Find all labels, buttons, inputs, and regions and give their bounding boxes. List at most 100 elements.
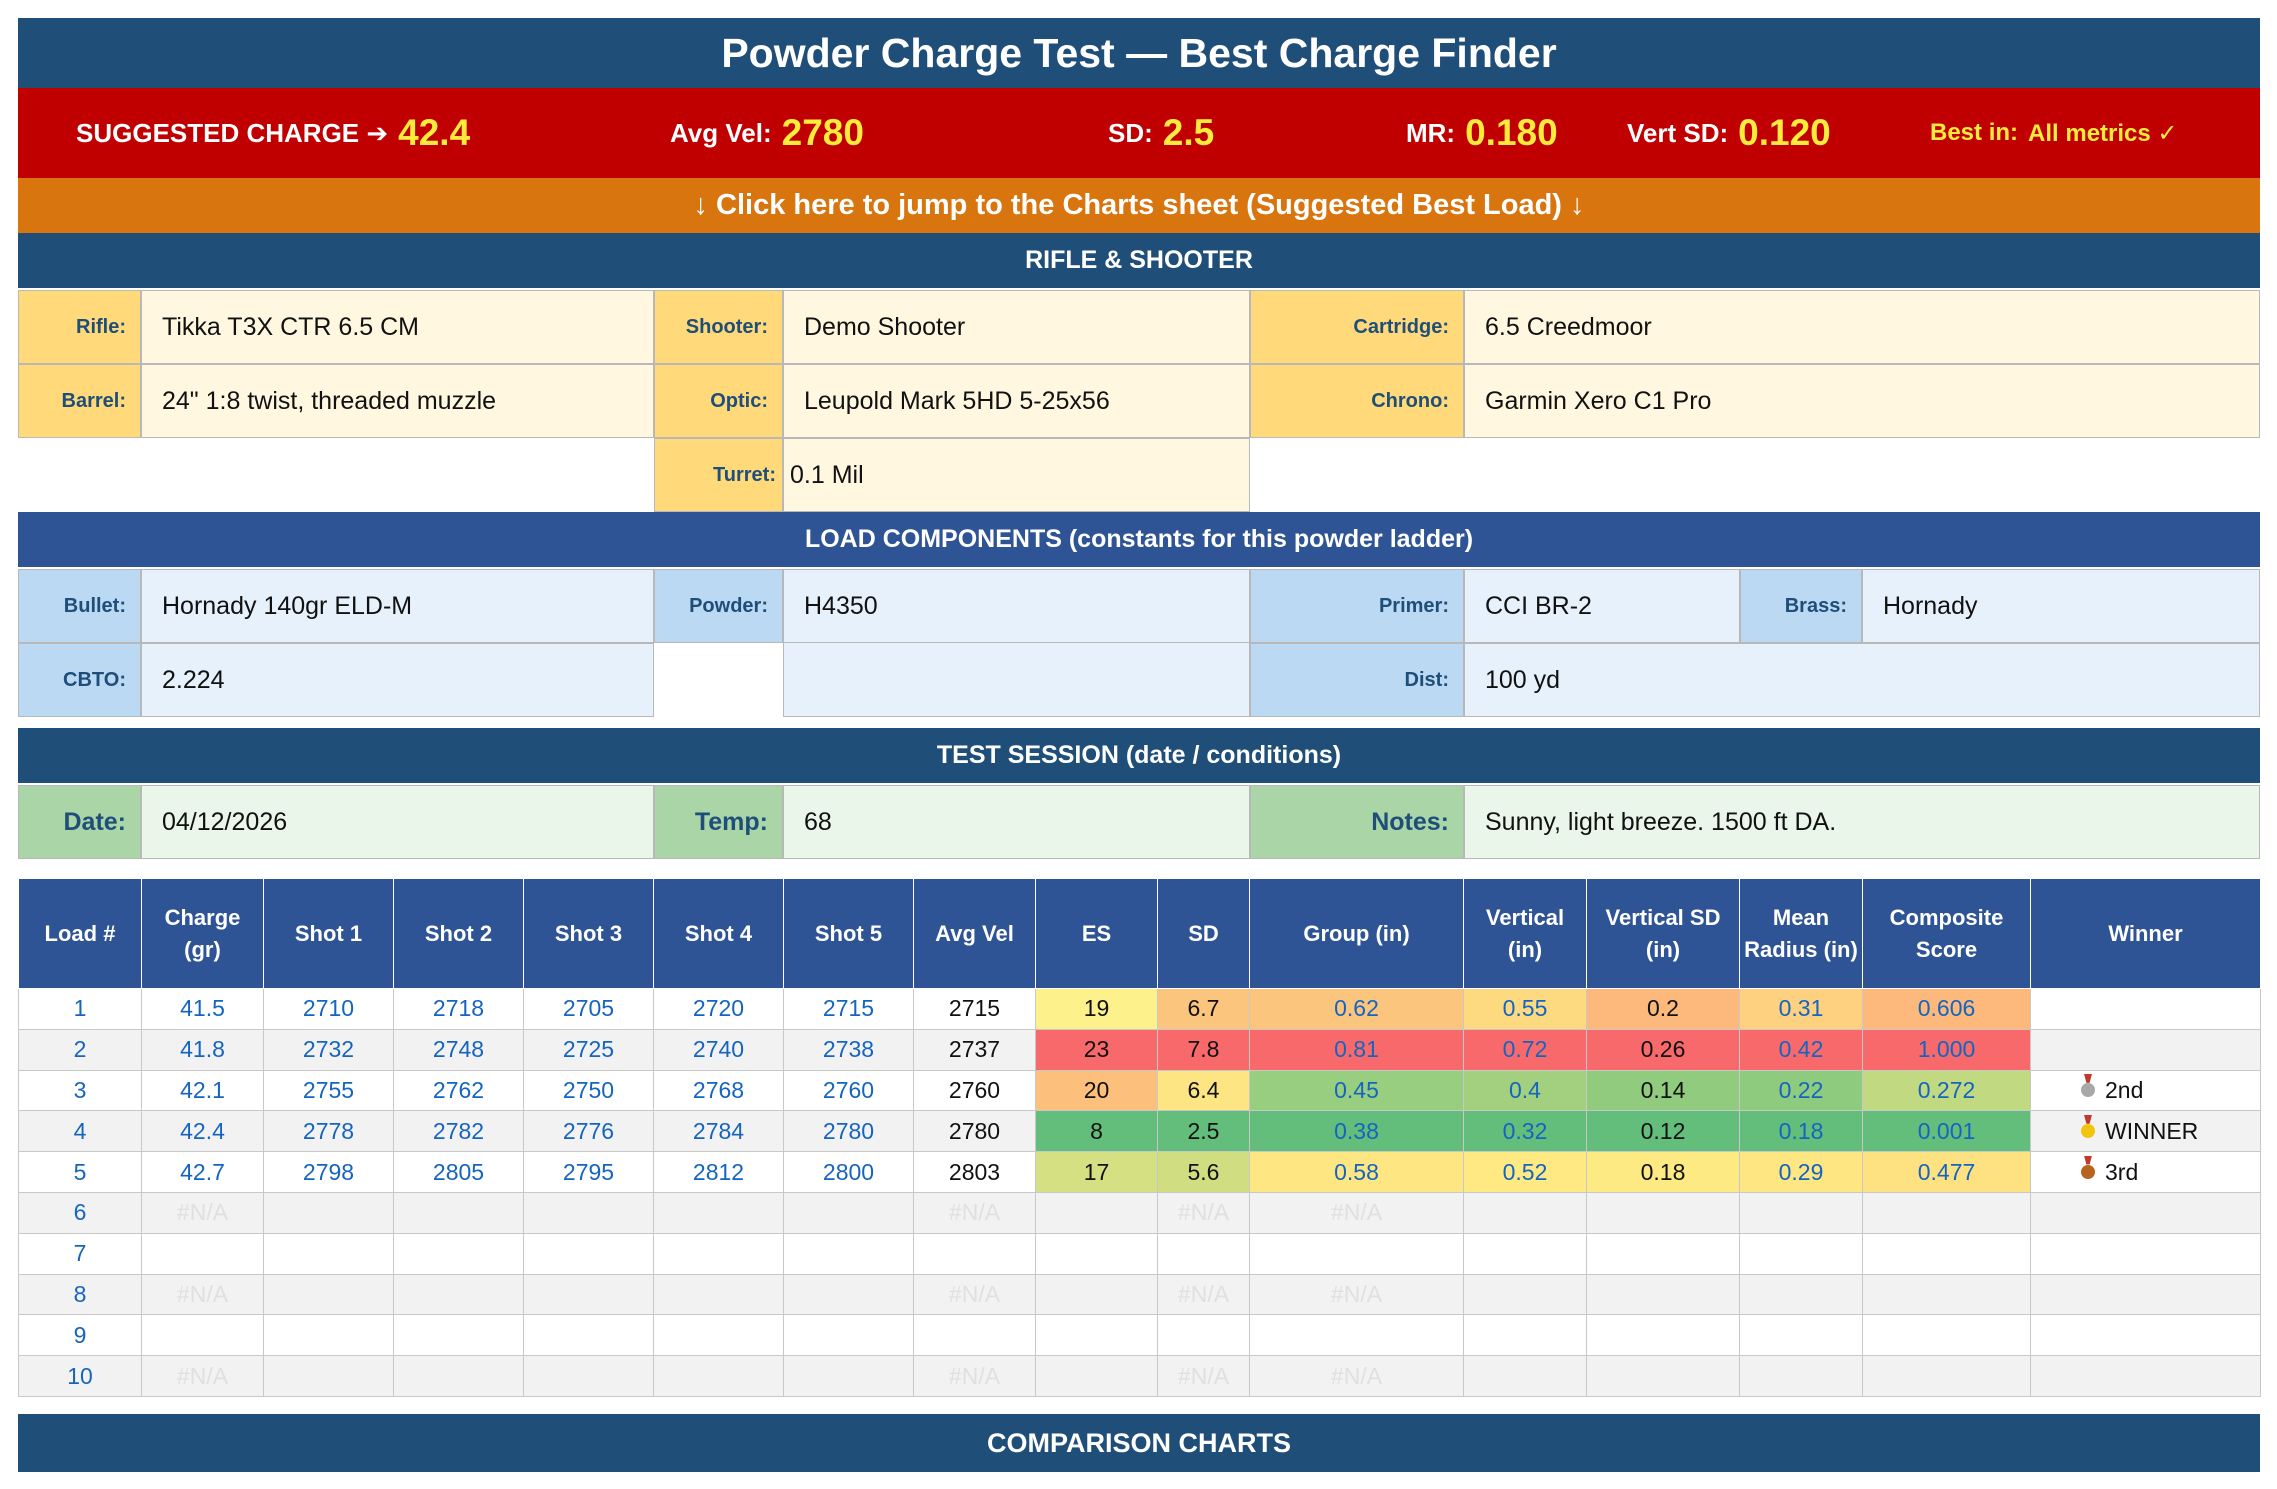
- cell-sd[interactable]: 7.8: [1157, 1028, 1250, 1071]
- cell-shot-3[interactable]: [523, 1232, 654, 1275]
- cell-mean-radius[interactable]: [1739, 1273, 1863, 1316]
- cell-sd[interactable]: 2.5: [1157, 1110, 1250, 1153]
- cell-group[interactable]: 0.62: [1249, 988, 1464, 1030]
- cell-vertical-sd[interactable]: [1586, 1232, 1740, 1275]
- cell-composite-score[interactable]: 0.606: [1862, 988, 2031, 1030]
- cell-sd[interactable]: #N/A: [1157, 1191, 1250, 1234]
- cell-group[interactable]: #N/A: [1249, 1273, 1464, 1316]
- cell-avg-vel[interactable]: 2780: [913, 1110, 1036, 1153]
- cell-vertical[interactable]: 0.55: [1463, 988, 1587, 1030]
- cell-shot-3[interactable]: 2776: [523, 1110, 654, 1153]
- cell-es[interactable]: 23: [1035, 1028, 1158, 1071]
- cell-shot-5[interactable]: [783, 1355, 914, 1397]
- cell-shot-4[interactable]: 2768: [653, 1069, 784, 1112]
- cell-vertical-sd[interactable]: 0.12: [1586, 1110, 1740, 1153]
- cell-sd[interactable]: 6.4: [1157, 1069, 1250, 1112]
- rifle-field[interactable]: Tikka T3X CTR 6.5 CM: [141, 290, 654, 364]
- cell-mean-radius[interactable]: [1739, 1314, 1863, 1357]
- cell-composite-score[interactable]: 0.001: [1862, 1110, 2031, 1153]
- cell-vertical[interactable]: 0.72: [1463, 1028, 1587, 1071]
- cell-shot-2[interactable]: [393, 1314, 524, 1357]
- cell-group[interactable]: 0.38: [1249, 1110, 1464, 1153]
- jump-to-charts-link[interactable]: ↓ Click here to jump to the Charts sheet…: [18, 178, 2260, 233]
- dist-field[interactable]: 100 yd: [1464, 643, 2260, 717]
- cell-shot-1[interactable]: 2798: [263, 1151, 394, 1193]
- barrel-field[interactable]: 24" 1:8 twist, threaded muzzle: [141, 364, 654, 438]
- cell-shot-2[interactable]: [393, 1191, 524, 1234]
- cell-vertical-sd[interactable]: 0.2: [1586, 988, 1740, 1030]
- cell-mean-radius[interactable]: 0.29: [1739, 1151, 1863, 1193]
- cell-shot-2[interactable]: 2748: [393, 1028, 524, 1071]
- cell-sd[interactable]: [1157, 1314, 1250, 1357]
- cell-shot-1[interactable]: 2732: [263, 1028, 394, 1071]
- cell-winner[interactable]: [2030, 1273, 2261, 1316]
- cell-shot-1[interactable]: [263, 1355, 394, 1397]
- cell-shot-5[interactable]: [783, 1273, 914, 1316]
- cell-composite-score[interactable]: 0.477: [1862, 1151, 2031, 1193]
- cell-sd[interactable]: 6.7: [1157, 988, 1250, 1030]
- cell-load[interactable]: 7: [18, 1232, 142, 1275]
- cell-load[interactable]: 10: [18, 1355, 142, 1397]
- cell-avg-vel[interactable]: [913, 1232, 1036, 1275]
- cell-winner[interactable]: 2nd: [2030, 1069, 2261, 1112]
- cell-vertical-sd[interactable]: [1586, 1273, 1740, 1316]
- cell-es[interactable]: [1035, 1273, 1158, 1316]
- cell-shot-4[interactable]: 2784: [653, 1110, 784, 1153]
- cell-shot-3[interactable]: 2795: [523, 1151, 654, 1193]
- bullet-field[interactable]: Hornady 140gr ELD-M: [141, 569, 654, 643]
- cell-shot-2[interactable]: [393, 1355, 524, 1397]
- cell-es[interactable]: 19: [1035, 988, 1158, 1030]
- cell-avg-vel[interactable]: 2760: [913, 1069, 1036, 1112]
- cell-winner[interactable]: 3rd: [2030, 1151, 2261, 1193]
- cell-charge[interactable]: 42.7: [141, 1151, 264, 1193]
- cell-shot-1[interactable]: [263, 1191, 394, 1234]
- cell-avg-vel[interactable]: #N/A: [913, 1191, 1036, 1234]
- cell-avg-vel[interactable]: [913, 1314, 1036, 1357]
- cell-shot-2[interactable]: [393, 1273, 524, 1316]
- cell-shot-2[interactable]: 2762: [393, 1069, 524, 1112]
- cell-vertical[interactable]: 0.4: [1463, 1069, 1587, 1112]
- cell-shot-2[interactable]: [393, 1232, 524, 1275]
- turret-field[interactable]: 0.1 Mil: [783, 438, 1250, 512]
- cell-winner[interactable]: [2030, 988, 2261, 1030]
- cell-vertical[interactable]: 0.52: [1463, 1151, 1587, 1193]
- cell-shot-5[interactable]: 2715: [783, 988, 914, 1030]
- cell-charge[interactable]: 41.8: [141, 1028, 264, 1071]
- cell-load[interactable]: 9: [18, 1314, 142, 1357]
- cell-shot-4[interactable]: [653, 1191, 784, 1234]
- cell-avg-vel[interactable]: 2803: [913, 1151, 1036, 1193]
- cell-avg-vel[interactable]: #N/A: [913, 1273, 1036, 1316]
- brass-field[interactable]: Hornady: [1862, 569, 2260, 643]
- cell-vertical-sd[interactable]: [1586, 1191, 1740, 1234]
- cell-load[interactable]: 4: [18, 1110, 142, 1153]
- cell-avg-vel[interactable]: #N/A: [913, 1355, 1036, 1397]
- cell-shot-5[interactable]: 2738: [783, 1028, 914, 1071]
- optic-field[interactable]: Leupold Mark 5HD 5-25x56: [783, 364, 1250, 438]
- cell-shot-5[interactable]: 2780: [783, 1110, 914, 1153]
- cell-mean-radius[interactable]: 0.22: [1739, 1069, 1863, 1112]
- cell-shot-2[interactable]: 2805: [393, 1151, 524, 1193]
- cell-mean-radius[interactable]: 0.31: [1739, 988, 1863, 1030]
- cell-shot-2[interactable]: 2718: [393, 988, 524, 1030]
- cell-winner[interactable]: [2030, 1191, 2261, 1234]
- cell-shot-4[interactable]: [653, 1314, 784, 1357]
- cell-es[interactable]: [1035, 1232, 1158, 1275]
- cell-winner[interactable]: WINNER: [2030, 1110, 2261, 1153]
- cell-load[interactable]: 3: [18, 1069, 142, 1112]
- cell-group[interactable]: 0.45: [1249, 1069, 1464, 1112]
- cell-shot-3[interactable]: 2705: [523, 988, 654, 1030]
- primer-field[interactable]: CCI BR-2: [1464, 569, 1740, 643]
- cell-load[interactable]: 2: [18, 1028, 142, 1071]
- cell-charge[interactable]: #N/A: [141, 1273, 264, 1316]
- cell-group[interactable]: 0.81: [1249, 1028, 1464, 1071]
- cell-sd[interactable]: #N/A: [1157, 1273, 1250, 1316]
- cell-charge[interactable]: 41.5: [141, 988, 264, 1030]
- cell-es[interactable]: 8: [1035, 1110, 1158, 1153]
- cell-shot-4[interactable]: 2720: [653, 988, 784, 1030]
- shooter-field[interactable]: Demo Shooter: [783, 290, 1250, 364]
- cell-charge[interactable]: 42.4: [141, 1110, 264, 1153]
- cell-vertical-sd[interactable]: [1586, 1314, 1740, 1357]
- cell-charge[interactable]: 42.1: [141, 1069, 264, 1112]
- cell-shot-1[interactable]: [263, 1273, 394, 1316]
- cell-winner[interactable]: [2030, 1355, 2261, 1397]
